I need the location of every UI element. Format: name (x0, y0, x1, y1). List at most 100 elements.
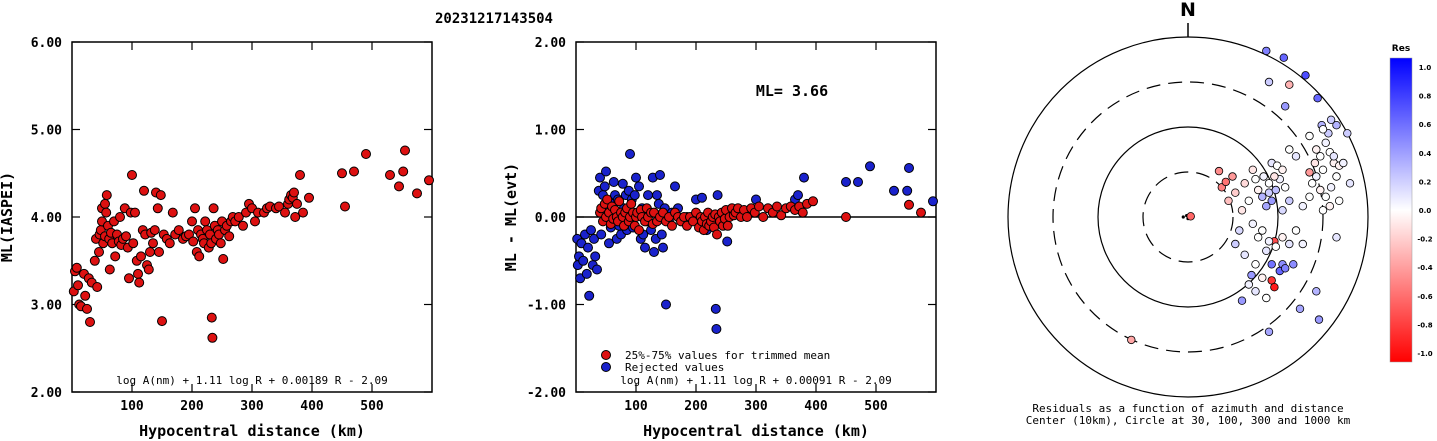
station-residual-point (1329, 152, 1338, 161)
residual-rejected-point (643, 190, 653, 201)
station-residual-point (1318, 165, 1328, 174)
station-residual-point (1271, 242, 1280, 251)
station-residual-point (1291, 152, 1301, 161)
station-residual-point (1326, 183, 1336, 192)
residual-rejected-point (625, 149, 635, 159)
station-residual-point (1262, 201, 1271, 211)
residual-accepted-point (841, 212, 851, 222)
station-residual-point (1334, 196, 1344, 205)
residual-rejected-point (601, 166, 611, 177)
magnitude-accepted-point (188, 236, 199, 247)
station-residual-point (1251, 287, 1260, 296)
station-residual-point (1312, 172, 1321, 181)
station-residual-point (1253, 185, 1263, 195)
station-residual-point (1345, 179, 1355, 188)
station-residual-point (1259, 172, 1268, 181)
azimuth-panel: N Residuals as a function of azimuth and… (1007, 0, 1369, 427)
magnitude-plot-frame (71, 41, 433, 393)
residual-rejected-point (853, 177, 863, 187)
station-residual-point (1332, 120, 1341, 130)
legend-accepted-label: 25%-75% values for trimmed mean (625, 349, 830, 362)
legend-rejected-marker (601, 362, 611, 372)
magnitude-accepted-point (173, 225, 184, 236)
residual-x-axis-label: Hypocentral distance (km) (643, 422, 869, 440)
magnitude-accepted-point (274, 201, 284, 212)
station-residual-point (1258, 273, 1267, 282)
station-residual-point (1267, 260, 1276, 269)
magnitude-accepted-point (187, 216, 197, 227)
residual-rejected-point (599, 181, 610, 192)
magnitude-accepted-point (208, 203, 219, 214)
station-residual-point (1244, 280, 1253, 289)
residual-accepted-point (614, 196, 625, 207)
colorbar-gradient (1389, 57, 1413, 363)
station-residual-point (1231, 188, 1240, 197)
colorbar-tick-label: -1.0 (1417, 350, 1432, 358)
residual-colorbar: Res 1.0 0.8 0.6 0.4 0.2 0.0 -0.2 -0.4 -0.6 -0.8 -1… (1389, 44, 1433, 363)
station-residual-point (1262, 46, 1271, 56)
residual-rejected-point (604, 238, 614, 249)
station-residual-points (1127, 46, 1355, 345)
residual-accepted-point (754, 201, 764, 212)
residual-accepted-point (772, 201, 782, 212)
residual-x-tick-label: 500 (864, 399, 888, 414)
station-residual-point (1332, 233, 1341, 242)
magnitude-accepted-point (398, 166, 409, 177)
residual-accepted-point (667, 220, 677, 231)
station-residual-point (1262, 246, 1271, 255)
residual-accepted-point (797, 207, 808, 218)
magnitude-accepted-point (394, 181, 404, 192)
residual-y-tick-label: 1.00 (535, 124, 566, 139)
epicenter-mark (1181, 215, 1185, 219)
magnitude-accepted-point (292, 198, 302, 209)
magnitude-accepted-point (412, 188, 422, 199)
magnitude-accepted-point (200, 216, 211, 227)
magnitude-accepted-point (194, 251, 205, 262)
magnitude-y-tick-label: 4.00 (31, 211, 62, 226)
residual-y-tick-label: 2.00 (535, 36, 566, 51)
residual-accepted-point (602, 194, 613, 205)
colorbar-tick-label: 0.8 (1419, 93, 1432, 101)
magnitude-x-tick-label: 100 (120, 399, 144, 414)
station-residual-point (1305, 131, 1314, 141)
station-residual-point (1318, 206, 1328, 215)
magnitude-accepted-point (157, 316, 167, 327)
colorbar-tick-label: 1.0 (1419, 64, 1432, 72)
polar-caption-line-2: Center (10km), Circle at 30, 100, 300 an… (1026, 414, 1351, 427)
station-residual-point (1251, 174, 1260, 184)
magnitude-accepted-point (89, 255, 100, 266)
station-residual-point (1221, 177, 1230, 187)
residual-rejected-point (631, 172, 641, 183)
residual-rejected-point (586, 225, 596, 236)
residual-rejected-point (629, 190, 640, 201)
ring-30km (1142, 171, 1234, 263)
residual-accepted-point (634, 225, 644, 236)
station-residual-point (1280, 102, 1290, 111)
colorbar-tick-label: 0.0 (1419, 207, 1432, 215)
residual-rejected-point (904, 163, 914, 173)
residual-rejected-point (590, 251, 601, 262)
station-residual-point (1289, 260, 1298, 269)
magnitude-accepted-point (92, 282, 103, 292)
residual-rejected-point (670, 181, 680, 192)
station-residual-point (1251, 260, 1260, 269)
magnitude-accepted-point (130, 207, 140, 218)
colorbar-tick-label: -0.6 (1417, 293, 1432, 301)
station-residual-point (1332, 172, 1341, 181)
residual-accepted-point (758, 212, 769, 222)
station-residual-point (1295, 304, 1305, 313)
residual-rejected-point (634, 181, 644, 192)
magnitude-accepted-point (238, 220, 248, 231)
colorbar-tick-label: -0.4 (1417, 264, 1432, 272)
residual-formula: log A(nm) + 1.11 log R + 0.00091 R - 2.0… (620, 374, 892, 387)
magnitude-accepted-point (82, 303, 92, 314)
station-residual-point (1298, 201, 1307, 211)
residual-rejected-point (841, 177, 851, 187)
magnitude-accepted-point (154, 247, 164, 257)
residual-rejected-point (658, 242, 668, 253)
magnitude-accepted-point (73, 280, 83, 291)
residual-accepted-point (626, 198, 637, 209)
magnitude-accepted-point (101, 207, 112, 218)
magnitude-accepted-point (136, 251, 146, 262)
magnitude-accepted-point (164, 238, 175, 249)
